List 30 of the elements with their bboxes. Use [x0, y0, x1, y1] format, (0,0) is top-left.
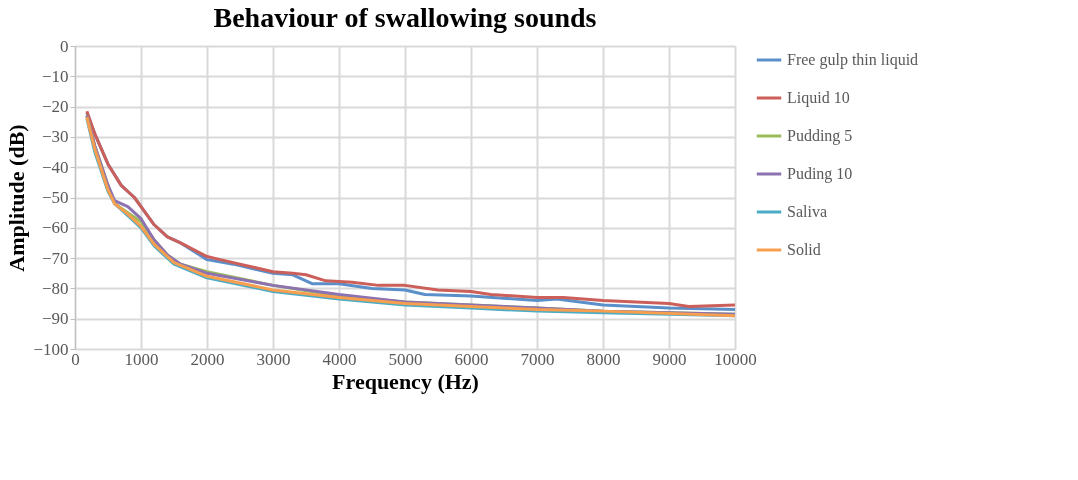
y-tick-label: −30 — [41, 127, 69, 147]
x-tick-label: 5000 — [388, 349, 423, 369]
x-axis-title: Frequency (Hz) — [332, 368, 479, 394]
x-tick-label: 4000 — [322, 349, 357, 369]
y-tick-label: 0 — [60, 36, 69, 56]
legend-label: Liquid 10 — [787, 89, 850, 107]
x-tick-label: 1000 — [124, 349, 159, 369]
legend-label: Solid — [787, 241, 821, 258]
y-axis-title: Amplitude (dB) — [4, 124, 30, 272]
x-tick-label: 2000 — [190, 349, 225, 369]
x-tick-label: 8000 — [586, 349, 621, 369]
x-tick-label: 10000 — [714, 349, 757, 369]
legend-label: Saliva — [787, 203, 827, 220]
legend-label: Pudding 5 — [787, 127, 853, 145]
y-tick-label: −80 — [41, 278, 69, 298]
y-tick-label: −90 — [41, 309, 69, 329]
legend-label: Free gulp thin liquid — [787, 51, 919, 69]
x-tick-label: 3000 — [256, 349, 291, 369]
chart-title: Behaviour of swallowing sounds — [213, 2, 597, 33]
y-tick-label: −50 — [41, 188, 69, 207]
y-tick-label: −20 — [41, 97, 69, 117]
legend-label: Puding 10 — [787, 165, 853, 183]
y-tick-label: −40 — [41, 157, 69, 177]
y-tick-label: −100 — [33, 339, 69, 359]
y-tick-label: −70 — [41, 248, 69, 268]
x-tick-label: 9000 — [652, 349, 687, 369]
y-tick-label: −10 — [41, 66, 69, 86]
x-tick-label: 7000 — [520, 349, 555, 369]
x-tick-label: 6000 — [454, 349, 489, 369]
y-tick-label: −60 — [41, 218, 69, 238]
